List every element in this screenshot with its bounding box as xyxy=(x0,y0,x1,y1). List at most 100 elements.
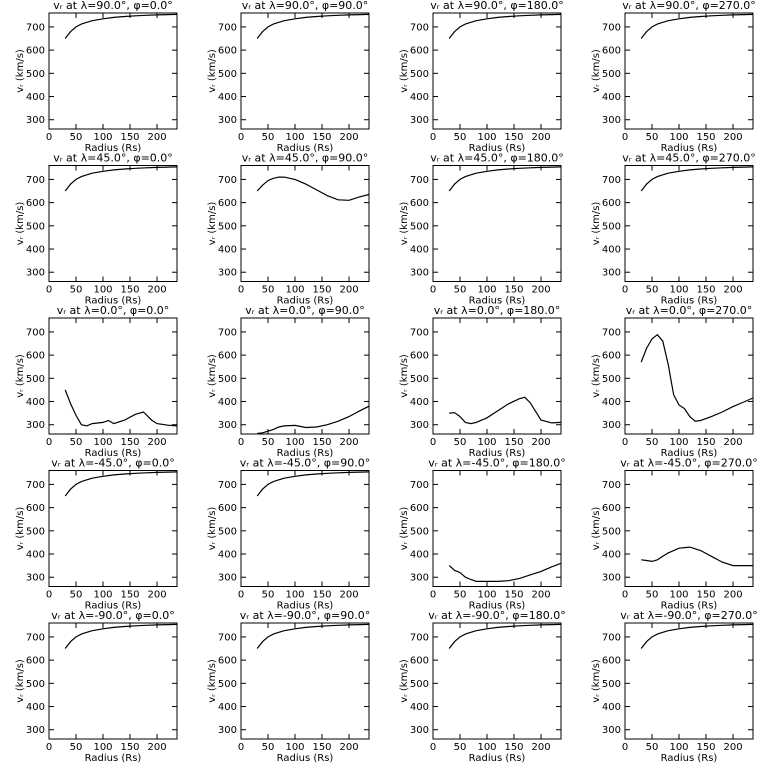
x-axis-label: Radius (Rs) xyxy=(469,753,526,764)
y-tick-label: 600 xyxy=(410,198,429,209)
y-tick-label: 600 xyxy=(26,46,45,57)
y-tick-label: 500 xyxy=(218,221,237,232)
y-axis-label: vᵣ (km/s) xyxy=(207,354,218,398)
y-axis-label: vᵣ (km/s) xyxy=(15,202,26,246)
y-tick-label: 500 xyxy=(602,221,621,232)
x-tick-label: 200 xyxy=(531,285,550,296)
x-tick-label: 200 xyxy=(147,590,166,601)
plot-frame xyxy=(240,317,370,435)
plot-frame xyxy=(432,165,562,282)
chart-title: vᵣ at λ=-90.0°, φ=270.0° xyxy=(620,609,758,622)
chart-title: vᵣ at λ=-90.0°, φ=0.0° xyxy=(51,609,175,622)
chart-title: vᵣ at λ=0.0°, φ=270.0° xyxy=(626,304,753,317)
x-tick-label: 100 xyxy=(477,132,496,143)
x-tick-label: 0 xyxy=(622,132,628,143)
x-tick-label: 150 xyxy=(696,437,715,448)
x-tick-label: 0 xyxy=(622,437,628,448)
data-line xyxy=(64,13,178,39)
x-axis-label: Radius (Rs) xyxy=(277,601,334,612)
x-tick-label: 50 xyxy=(262,590,275,601)
chart-title: vᵣ at λ=45.0°, φ=0.0° xyxy=(53,152,173,165)
x-axis-label: Radius (Rs) xyxy=(277,448,334,459)
x-tick-label: 50 xyxy=(646,132,659,143)
y-tick-label: 300 xyxy=(26,268,45,279)
y-tick-label: 300 xyxy=(218,725,237,736)
y-tick-label: 400 xyxy=(602,92,621,103)
plot-frame xyxy=(624,470,754,587)
x-tick-label: 0 xyxy=(430,285,436,296)
data-line xyxy=(64,166,178,192)
y-tick-label: 400 xyxy=(26,245,45,256)
y-tick-label: 700 xyxy=(218,175,237,186)
x-tick-label: 100 xyxy=(477,590,496,601)
y-tick-label: 700 xyxy=(26,632,45,643)
y-tick-label: 400 xyxy=(410,702,429,713)
y-tick-label: 400 xyxy=(218,702,237,713)
y-tick-label: 400 xyxy=(26,397,45,408)
panel: vᵣ at λ=45.0°, φ=180.0° 0 50 100 150 200 300 40… xyxy=(399,152,564,307)
x-axis-label: Radius (Rs) xyxy=(85,143,142,154)
panel: vᵣ at λ=45.0°, φ=90.0° 0 50 100 150 200 300 400… xyxy=(207,152,370,307)
y-tick-label: 500 xyxy=(26,526,45,537)
y-axis-label: vᵣ (km/s) xyxy=(15,659,26,703)
y-tick-label: 300 xyxy=(410,115,429,126)
y-tick-label: 700 xyxy=(26,480,45,491)
x-tick-label: 50 xyxy=(262,742,275,753)
plot-frame xyxy=(432,317,562,435)
y-tick-label: 600 xyxy=(26,503,45,514)
y-tick-label: 700 xyxy=(602,632,621,643)
y-tick-label: 700 xyxy=(218,327,237,338)
x-tick-label: 50 xyxy=(262,437,275,448)
plot-frame xyxy=(432,470,562,587)
x-tick-label: 200 xyxy=(531,742,550,753)
x-axis-label: Radius (Rs) xyxy=(661,143,718,154)
x-axis-label: Radius (Rs) xyxy=(85,296,142,307)
y-tick-label: 600 xyxy=(218,351,237,362)
x-axis-label: Radius (Rs) xyxy=(661,753,718,764)
y-tick-label: 600 xyxy=(26,656,45,667)
y-axis-label: vᵣ (km/s) xyxy=(399,354,410,398)
y-tick-label: 700 xyxy=(26,22,45,33)
x-tick-label: 50 xyxy=(454,590,467,601)
chart-title: vᵣ at λ=0.0°, φ=180.0° xyxy=(434,304,561,317)
y-tick-label: 300 xyxy=(218,115,237,126)
y-tick-label: 700 xyxy=(602,22,621,33)
y-axis-label: vᵣ (km/s) xyxy=(591,507,602,551)
x-tick-label: 100 xyxy=(669,285,688,296)
y-tick-label: 600 xyxy=(602,656,621,667)
x-tick-label: 150 xyxy=(312,285,331,296)
data-line xyxy=(448,562,562,582)
x-tick-label: 50 xyxy=(646,742,659,753)
x-tick-label: 100 xyxy=(669,437,688,448)
y-tick-label: 600 xyxy=(26,351,45,362)
data-line xyxy=(449,396,562,425)
x-tick-label: 50 xyxy=(70,132,83,143)
data-line xyxy=(640,623,754,649)
x-tick-label: 0 xyxy=(238,590,244,601)
x-tick-label: 200 xyxy=(339,285,358,296)
x-tick-label: 0 xyxy=(46,742,52,753)
y-tick-label: 600 xyxy=(410,351,429,362)
y-tick-label: 600 xyxy=(26,198,45,209)
x-axis-label: Radius (Rs) xyxy=(469,448,526,459)
x-tick-label: 100 xyxy=(93,285,112,296)
data-line xyxy=(256,13,370,39)
x-tick-label: 150 xyxy=(696,285,715,296)
y-axis-label: vᵣ (km/s) xyxy=(15,354,26,398)
panel: vᵣ at λ=-90.0°, φ=180.0° 0 50 100 150 200 300 4… xyxy=(399,609,566,764)
y-tick-label: 300 xyxy=(410,725,429,736)
y-tick-label: 300 xyxy=(26,725,45,736)
x-tick-label: 0 xyxy=(238,437,244,448)
x-tick-label: 100 xyxy=(669,590,688,601)
x-tick-label: 100 xyxy=(285,590,304,601)
plot-frame xyxy=(48,165,178,282)
data-line xyxy=(448,166,562,192)
data-line xyxy=(640,166,754,192)
chart-title: vᵣ at λ=0.0°, φ=90.0° xyxy=(245,304,365,317)
y-tick-label: 300 xyxy=(218,268,237,279)
x-axis-label: Radius (Rs) xyxy=(277,296,334,307)
y-tick-label: 700 xyxy=(218,480,237,491)
y-axis-label: vᵣ (km/s) xyxy=(207,202,218,246)
x-axis-label: Radius (Rs) xyxy=(85,753,142,764)
y-tick-label: 600 xyxy=(410,46,429,57)
